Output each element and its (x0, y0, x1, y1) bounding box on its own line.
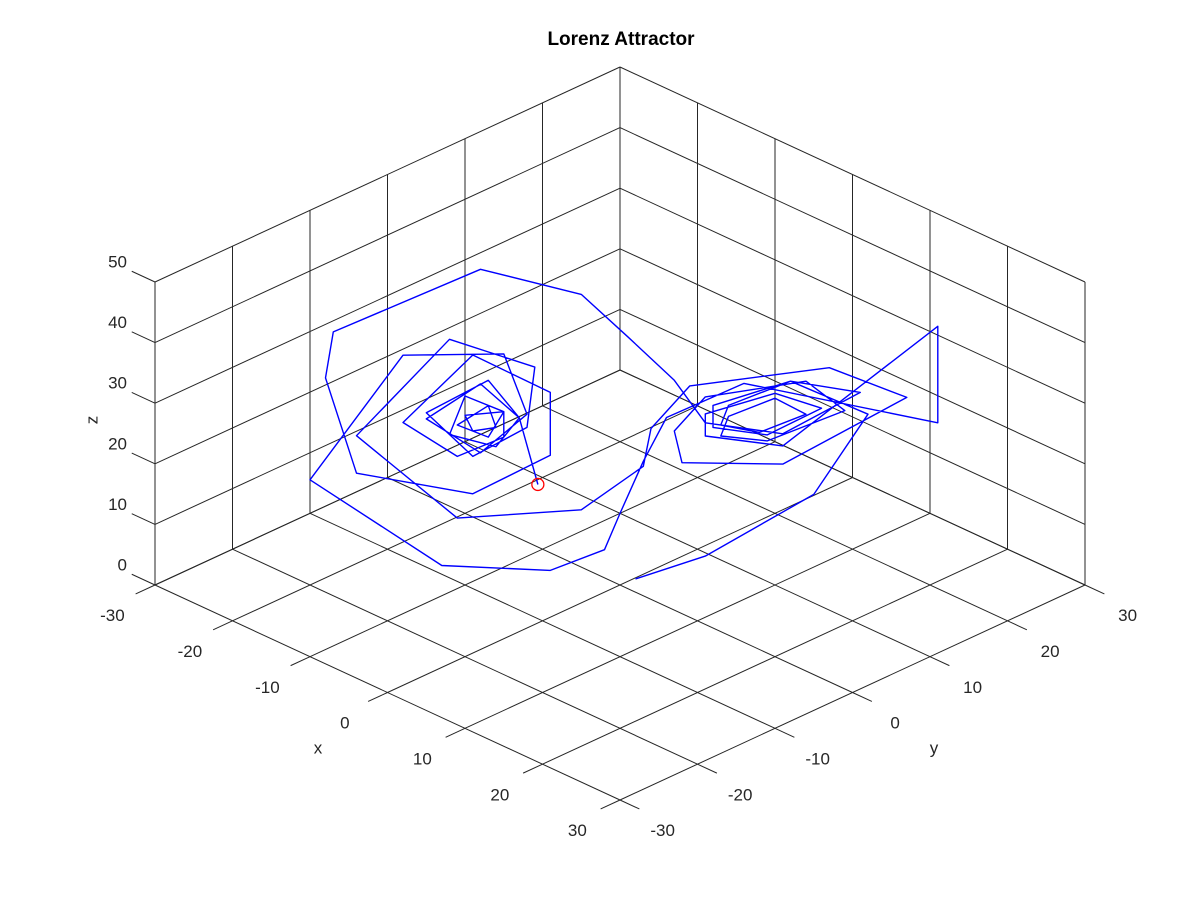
z-tick-label: 50 (108, 252, 127, 271)
y-tick (1084, 584, 1105, 595)
end-marker (531, 477, 545, 492)
grid-line (387, 477, 853, 693)
x-tick (445, 727, 466, 738)
y-tick-label: 20 (1041, 642, 1060, 661)
y-tick-label: -30 (650, 821, 675, 840)
y-tick-label: 30 (1118, 606, 1137, 625)
x-tick-label: 0 (340, 714, 349, 733)
x-tick-label: -30 (100, 606, 125, 625)
grid-line (154, 584, 621, 801)
grid-line (464, 441, 931, 658)
y-tick (774, 727, 795, 738)
z-tick-label: 30 (108, 374, 127, 393)
x-axis-label: x (314, 738, 323, 757)
z-tick-label: 20 (108, 434, 127, 453)
chart-title: Lorenz Attractor (547, 29, 695, 50)
y-tick (852, 692, 873, 702)
grid-line (542, 405, 1008, 622)
y-tick (619, 799, 640, 810)
y-tick-label: 0 (890, 714, 899, 733)
z-axis-label: z (82, 416, 101, 425)
x-tick (522, 763, 543, 774)
x-tick-label: 10 (413, 750, 432, 769)
z-tick (131, 270, 156, 283)
y-tick (697, 763, 718, 774)
x-tick (135, 584, 156, 595)
z-tick (131, 331, 156, 344)
x-tick-label: 30 (568, 821, 587, 840)
y-tick-label: 10 (963, 678, 982, 697)
x-tick (367, 692, 388, 702)
y-tick (1007, 620, 1028, 631)
z-tick (131, 452, 156, 465)
z-tick-label: 40 (108, 313, 127, 332)
y-tick-label: -10 (805, 750, 830, 769)
y-tick (929, 656, 950, 667)
x-tick (212, 620, 233, 631)
z-tick-label: 10 (108, 495, 127, 514)
z-tick (131, 573, 156, 586)
x-tick-label: -10 (255, 678, 280, 697)
x-tick-label: 20 (490, 785, 509, 804)
grid-line (309, 512, 776, 729)
x-tick (600, 799, 621, 810)
y-axis-label: y (930, 738, 939, 757)
z-tick-label: 0 (118, 555, 127, 574)
trajectory (309, 268, 939, 580)
x-tick (290, 656, 311, 667)
z-tick (131, 513, 156, 525)
y-tick-label: -20 (728, 785, 753, 804)
x-tick-label: -20 (178, 642, 203, 661)
grid-line (232, 548, 698, 765)
z-tick (131, 391, 156, 404)
